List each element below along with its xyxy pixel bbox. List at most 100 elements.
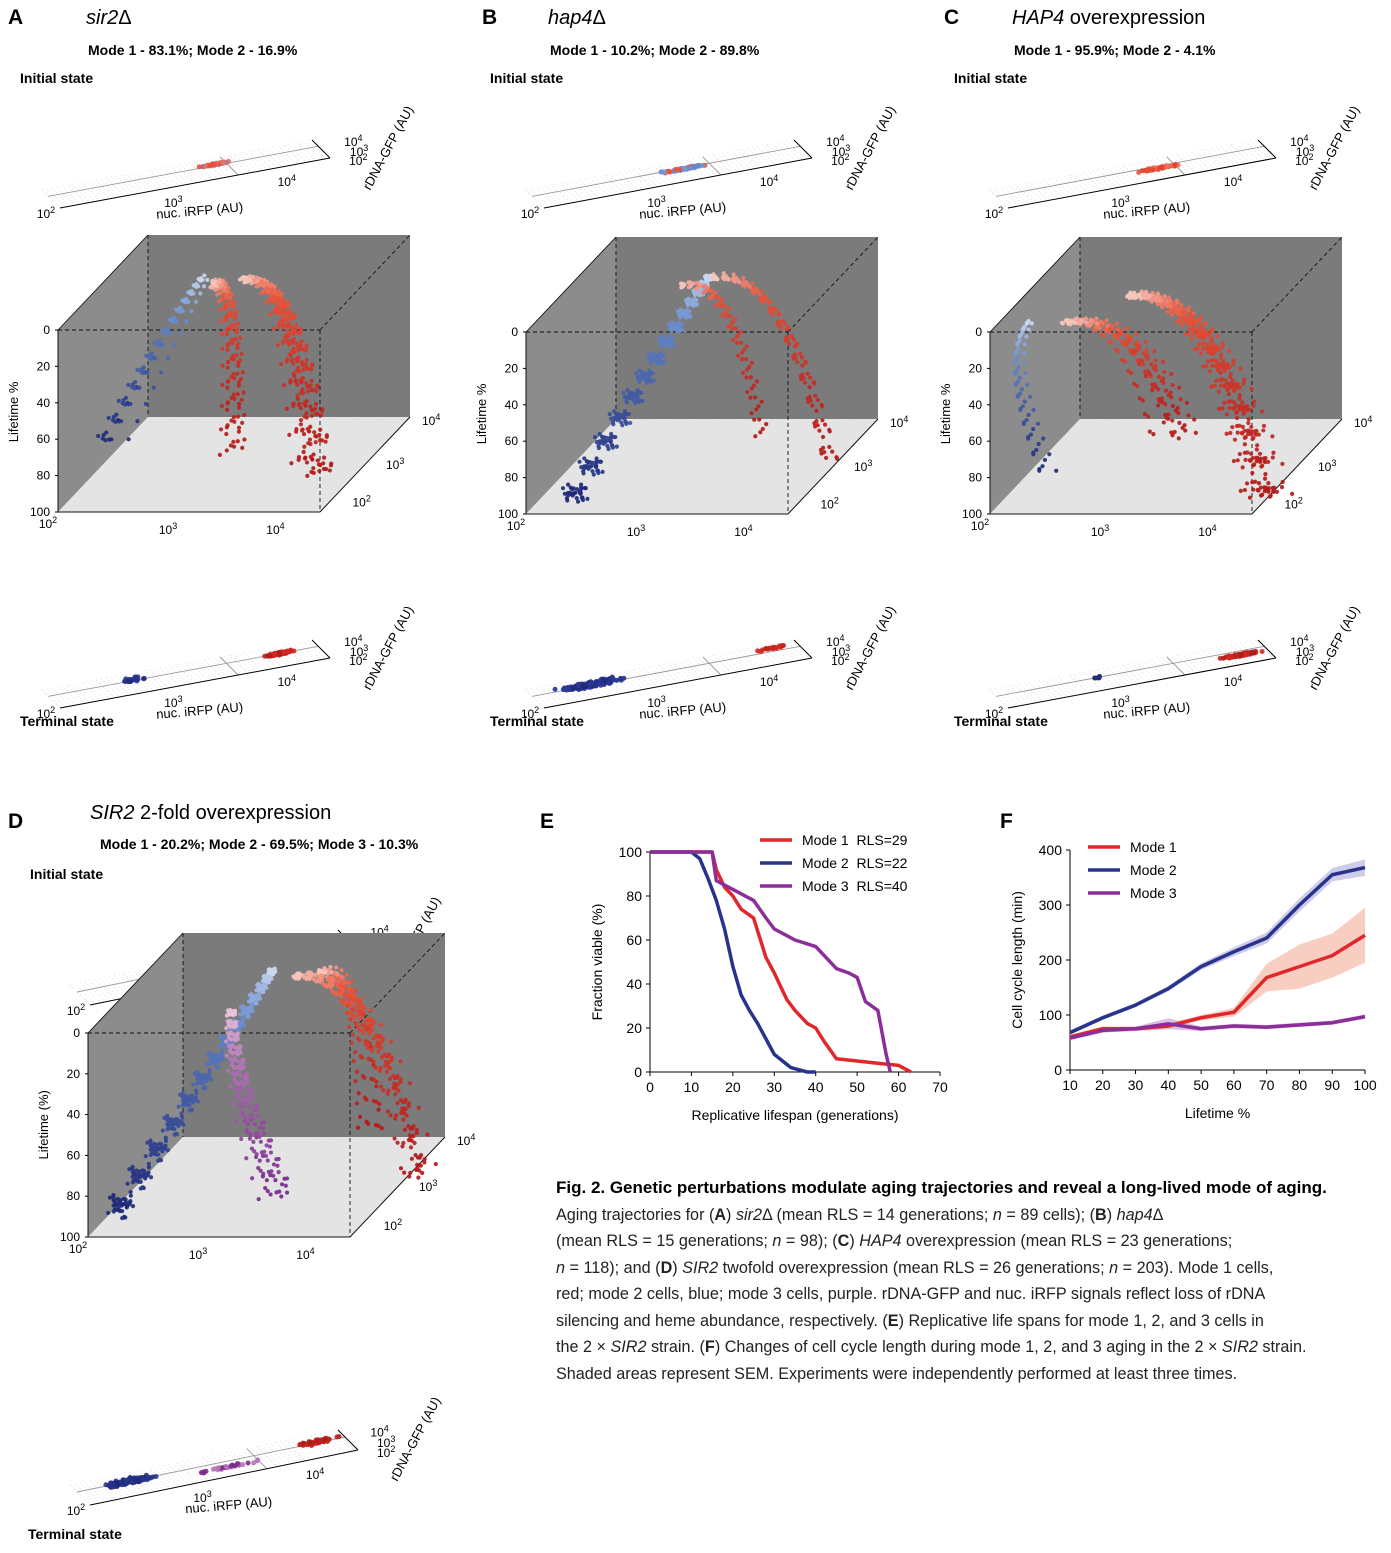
trajectory-point bbox=[196, 1076, 201, 1081]
trajectory-point bbox=[226, 1068, 231, 1073]
trajectory-point bbox=[232, 1077, 237, 1083]
trajectory-point bbox=[248, 1133, 253, 1138]
trajectory-point bbox=[1249, 424, 1254, 430]
trajectory-point bbox=[127, 1167, 132, 1172]
trajectory-point bbox=[644, 378, 649, 383]
trajectory-point bbox=[236, 425, 242, 430]
trajectory-point bbox=[1150, 388, 1155, 393]
y-tick-label: 104 bbox=[344, 633, 362, 649]
trajectory-point bbox=[1172, 429, 1177, 435]
trajectory-point bbox=[1140, 398, 1145, 403]
trajectory-point bbox=[299, 347, 304, 352]
trajectory-point bbox=[416, 1105, 421, 1110]
trajectory-point bbox=[216, 1065, 221, 1070]
trajectory-point bbox=[1014, 368, 1020, 373]
grid-line bbox=[82, 942, 351, 998]
floor bbox=[526, 419, 878, 514]
trajectory-point bbox=[772, 305, 777, 310]
trajectory-point bbox=[1160, 304, 1165, 310]
trajectory-point bbox=[643, 374, 648, 379]
trajectory-point bbox=[233, 314, 238, 319]
trajectory-point bbox=[1170, 418, 1175, 423]
trajectory-point bbox=[1220, 341, 1226, 346]
y-axis-line bbox=[793, 139, 813, 159]
trajectory-point bbox=[298, 417, 304, 423]
trajectory-point bbox=[275, 288, 281, 293]
y-tick-label: 102 bbox=[377, 1444, 395, 1460]
caption-line-2: (mean RLS = 15 generations; n = 98); (C)… bbox=[556, 1232, 1233, 1250]
trajectory-point bbox=[382, 1052, 387, 1057]
x-tick-label: 103 bbox=[164, 194, 182, 210]
trajectory-point bbox=[745, 367, 750, 372]
trajectory-point bbox=[622, 414, 627, 419]
y-tick-label: 102 bbox=[1295, 152, 1313, 168]
trajectory-point bbox=[1160, 359, 1166, 364]
trajectory-point bbox=[1222, 383, 1227, 388]
trajectory-point bbox=[1245, 431, 1251, 437]
y-tick-label: 400 bbox=[1039, 842, 1063, 858]
trajectory-point bbox=[1190, 315, 1195, 320]
trajectory-point bbox=[1029, 321, 1034, 326]
trajectory-point bbox=[600, 469, 605, 475]
panel-d-title-italic: SIR2 bbox=[90, 802, 135, 824]
trajectory-point bbox=[1165, 309, 1170, 314]
trajectory-point bbox=[637, 376, 643, 381]
trajectory-point bbox=[367, 1031, 372, 1036]
trajectory-point bbox=[713, 290, 718, 295]
trajectory-point bbox=[409, 1156, 415, 1161]
trajectory-point bbox=[355, 1025, 360, 1030]
trajectory-point bbox=[819, 404, 825, 409]
trajectory-point bbox=[1208, 347, 1214, 352]
trajectory-point bbox=[591, 472, 596, 477]
trajectory-point bbox=[295, 393, 300, 398]
trajectory-point bbox=[824, 455, 829, 461]
trajectory-point bbox=[256, 990, 262, 996]
trajectory-point bbox=[822, 450, 827, 455]
panel-letter-f: F bbox=[1000, 810, 1013, 833]
trajectory-point bbox=[1054, 468, 1059, 473]
trajectory-point bbox=[1016, 379, 1021, 384]
trajectory-point bbox=[304, 366, 309, 371]
trajectory-point bbox=[1246, 416, 1251, 422]
floor-grid bbox=[323, 1136, 419, 1238]
trajectory-point bbox=[272, 326, 277, 331]
trajectory-point bbox=[143, 401, 148, 406]
data-point bbox=[1150, 167, 1156, 173]
trajectory-point bbox=[182, 297, 187, 303]
y-tick-label: 104 bbox=[890, 414, 908, 430]
trajectory-point bbox=[361, 1028, 367, 1033]
trajectory-point bbox=[1147, 371, 1152, 376]
trajectory-point bbox=[236, 321, 241, 326]
trajectory-point bbox=[1200, 335, 1205, 340]
trajectory-point bbox=[178, 330, 183, 335]
trajectory-point bbox=[268, 312, 273, 317]
trajectory-point bbox=[317, 977, 322, 982]
trajectory-point bbox=[249, 1146, 255, 1151]
trajectory-point bbox=[112, 1207, 118, 1212]
trajectory-point bbox=[307, 437, 313, 442]
trajectory-point bbox=[296, 348, 301, 353]
trajectory-point bbox=[579, 495, 584, 500]
trajectory-point bbox=[830, 449, 835, 454]
trajectory-point bbox=[1018, 332, 1023, 338]
trajectory-point bbox=[713, 295, 718, 300]
trajectory-point bbox=[1260, 463, 1265, 468]
grid-line bbox=[528, 641, 797, 693]
legend-label-3: Mode 3 RLS=40 bbox=[802, 878, 908, 894]
trajectory-point bbox=[236, 380, 242, 385]
panel-d-modes: Mode 1 - 20.2%; Mode 2 - 69.5%; Mode 3 -… bbox=[100, 836, 419, 852]
trajectory-point bbox=[1220, 406, 1225, 411]
chart-f-layer: 10 20 30 40 50 60 70 80 90 1000100200300400Lifeti… bbox=[1009, 839, 1377, 1121]
trajectory-point bbox=[123, 1197, 128, 1202]
trajectory-point bbox=[1271, 489, 1276, 494]
trajectory-point bbox=[1161, 420, 1166, 425]
trajectory-point bbox=[315, 384, 320, 390]
y-tick-label: 102 bbox=[1295, 652, 1313, 668]
trajectory-point bbox=[234, 327, 240, 332]
trajectory-point bbox=[236, 341, 241, 346]
trajectory-point bbox=[377, 1101, 382, 1107]
trajectory-point bbox=[240, 1079, 246, 1085]
trajectory-point bbox=[296, 369, 301, 374]
